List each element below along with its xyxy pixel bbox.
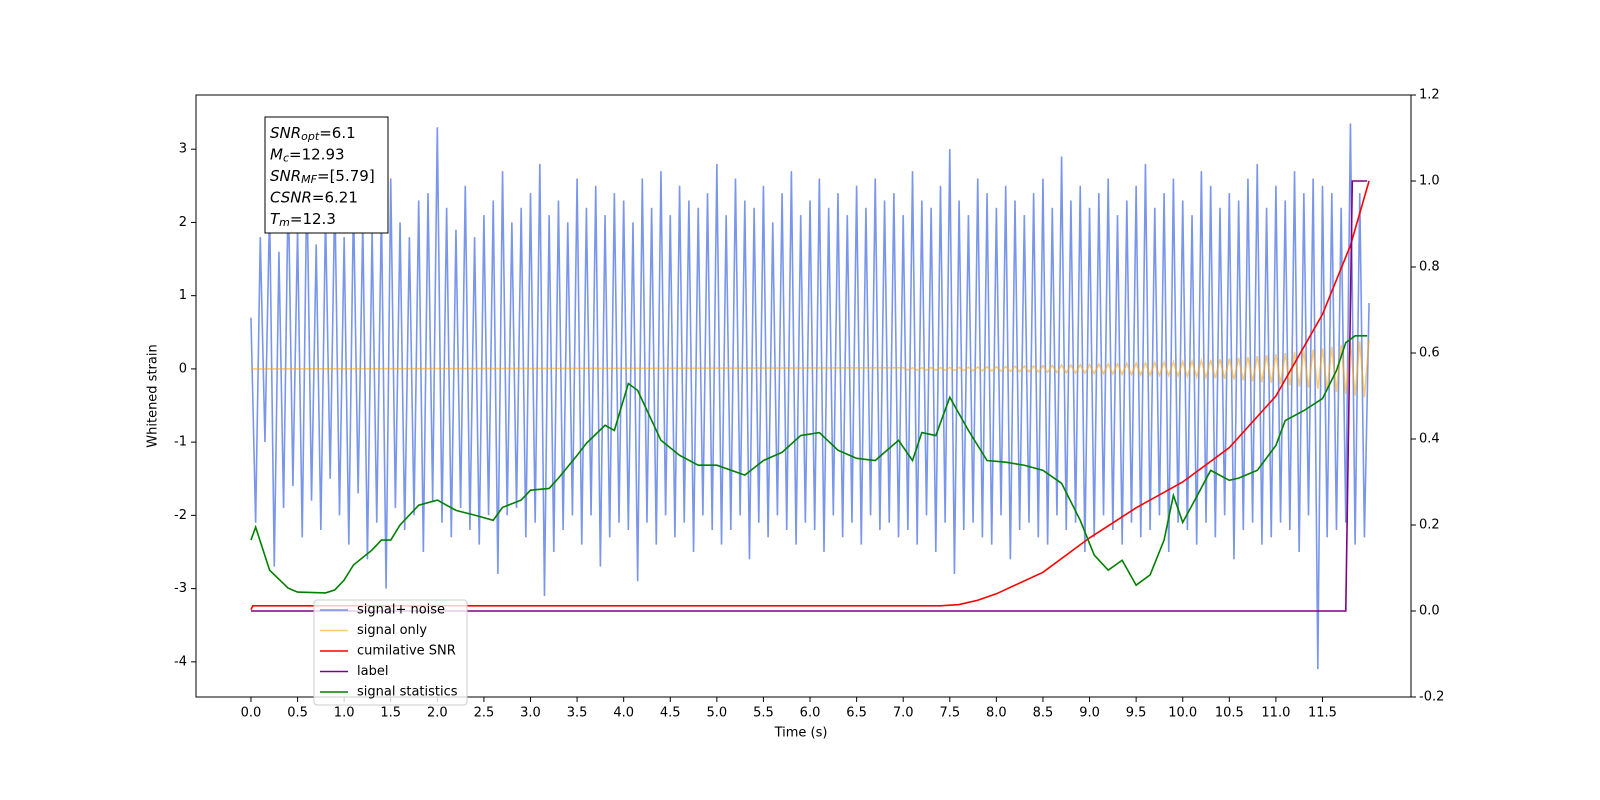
x-tick-label: 1.0 (334, 706, 355, 721)
x-tick-label: 6.5 (846, 706, 867, 721)
annotation-box: SNRopt=6.1Mc=12.93SNRMF=[5.79]CSNR=6.21T… (264, 116, 389, 234)
x-tick-label: 8.0 (986, 706, 1007, 721)
x-tick-label: 7.0 (893, 706, 914, 721)
y2-tick-label: 0.0 (1419, 604, 1440, 619)
x-tick-label: 2.5 (474, 706, 495, 721)
x-tick-label: 7.5 (939, 706, 960, 721)
annotation-subscript: MF (301, 173, 317, 186)
x-tick-label: 11.5 (1308, 706, 1337, 721)
y-tick-label: -2 (174, 508, 187, 523)
legend-label: signal+ noise (357, 603, 445, 618)
legend-label: signal statistics (357, 685, 458, 700)
x-tick-label: 10.0 (1168, 706, 1197, 721)
legend-frame (313, 599, 468, 706)
x-tick-label: 0.0 (241, 706, 262, 721)
annotation-value: =12.93 (289, 145, 345, 163)
x-axis-label: Time (s) (774, 726, 828, 741)
annotation-subscript: m (279, 216, 290, 229)
legend-label: label (357, 664, 388, 679)
plot-frame (195, 94, 1412, 698)
y-axis-label: Whitened strain (146, 344, 161, 447)
y-tick-label: 1 (179, 288, 187, 303)
x-tick-label: 8.5 (1033, 706, 1054, 721)
annotation-line: CSNR=6.21 (270, 188, 358, 206)
legend: signal+ noise signal only cumilative SNR la… (313, 599, 468, 706)
series-line (250, 180, 1370, 611)
y2-tick-label: -0.2 (1419, 690, 1444, 705)
x-tick-label: 1.5 (380, 706, 401, 721)
annotation-symbol: T (270, 210, 281, 228)
annotation-value: =[5.79] (317, 167, 375, 185)
x-tick-label: 10.5 (1215, 706, 1244, 721)
y2-tick-label: 0.4 (1419, 432, 1440, 447)
x-tick-label: 5.0 (707, 706, 728, 721)
x-tick-label: 11.0 (1261, 706, 1290, 721)
annotation-frame (264, 116, 389, 234)
y-tick-label: 3 (179, 142, 187, 157)
y2-tick-label: 1.2 (1419, 88, 1440, 103)
x-tick-label: 3.5 (567, 706, 588, 721)
annotation-symbol: M (270, 145, 283, 163)
y-tick-label: -4 (174, 654, 187, 669)
series-line (250, 335, 1368, 594)
annotation-subscript: opt (301, 130, 320, 143)
y-tick-label: -1 (174, 435, 187, 450)
x-tick-label: 9.0 (1079, 706, 1100, 721)
annotation-value: =12.3 (290, 210, 336, 228)
annotation-symbol: SNR (270, 124, 301, 142)
y-tick-label: 0 (179, 361, 187, 376)
x-tick-label: 2.0 (427, 706, 448, 721)
x-tick-label: 4.5 (660, 706, 681, 721)
series-line (250, 123, 1370, 670)
annotation-symbol: SNR (270, 167, 301, 185)
legend-label: signal only (357, 623, 427, 638)
x-tick-label: 0.5 (287, 706, 308, 721)
y2-tick-label: 0.6 (1419, 346, 1440, 361)
annotation-line: Mc=12.93 (270, 145, 345, 165)
y-tick-label: 2 (179, 215, 187, 230)
annotation-symbol: CSNR (270, 188, 312, 206)
y2-tick-label: 1.0 (1419, 174, 1440, 189)
annotation-subscript: c (283, 152, 289, 165)
x-tick-label: 9.5 (1126, 706, 1147, 721)
y-tick-label: -3 (174, 581, 187, 596)
y2-tick-label: 0.2 (1419, 518, 1440, 533)
annotation-value: =6.1 (319, 124, 355, 142)
annotation-line: SNRopt=6.1 (270, 124, 356, 144)
x-tick-label: 3.0 (520, 706, 541, 721)
series-line (250, 180, 1368, 612)
x-tick-label: 5.5 (753, 706, 774, 721)
x-tick-label: 6.0 (800, 706, 821, 721)
annotation-value: =6.21 (312, 188, 358, 206)
legend-label: cumilative SNR (357, 644, 456, 659)
annotation-line: Tm=12.3 (270, 210, 336, 230)
x-tick-label: 4.0 (613, 706, 634, 721)
series-line (250, 339, 1370, 398)
y2-tick-label: 0.8 (1419, 260, 1440, 275)
annotation-line: SNRMF=[5.79] (270, 167, 375, 187)
